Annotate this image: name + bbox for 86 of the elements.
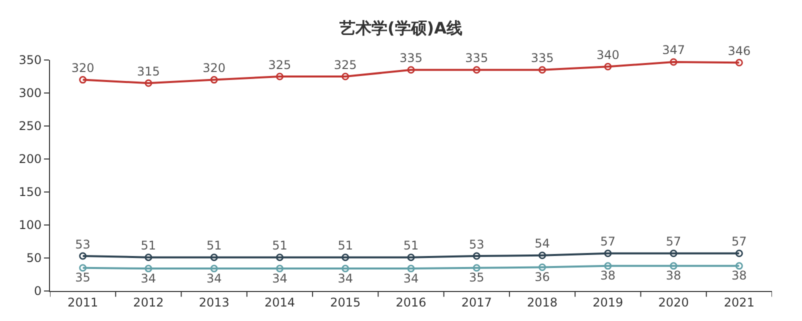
- data-label: 51: [338, 238, 353, 253]
- y-tick-label: 150: [18, 185, 42, 200]
- data-label: 57: [600, 234, 616, 249]
- y-tick-label: 100: [18, 218, 42, 232]
- point: [210, 76, 218, 84]
- data-label: 320: [71, 61, 94, 76]
- point: [342, 72, 350, 80]
- point: [342, 264, 350, 272]
- data-label: 57: [666, 234, 682, 249]
- data-label: 325: [334, 58, 357, 72]
- x-tick-label: 2019: [592, 295, 624, 310]
- x-tick-label: 2011: [68, 295, 98, 310]
- y-tick-label: 250: [18, 119, 42, 134]
- y-tick-label: 50: [26, 251, 42, 266]
- point: [670, 262, 678, 270]
- point: [79, 264, 87, 272]
- point: [276, 72, 284, 80]
- data-label: 35: [469, 270, 484, 285]
- data-label: 51: [272, 238, 288, 253]
- data-label: 340: [596, 48, 620, 62]
- point: [79, 252, 87, 260]
- y-tick-label: 200: [18, 152, 42, 166]
- point: [210, 254, 218, 262]
- data-label: 315: [136, 64, 160, 78]
- data-label: 34: [338, 271, 353, 286]
- data-label: 347: [662, 43, 686, 58]
- point: [210, 264, 218, 272]
- data-label: 34: [140, 271, 156, 286]
- x-tick-label: 2016: [396, 295, 426, 310]
- data-label: 54: [534, 236, 550, 251]
- y-tick-label: 0: [34, 284, 42, 298]
- point: [407, 254, 415, 262]
- point: [144, 79, 152, 87]
- data-label: 346: [728, 44, 751, 58]
- point: [407, 264, 415, 272]
- chart-title: 艺术学(学硕)A线: [338, 18, 463, 38]
- point: [604, 262, 612, 270]
- point: [472, 66, 480, 74]
- point: [604, 62, 612, 70]
- data-label: 38: [666, 268, 682, 283]
- point: [670, 250, 678, 258]
- data-label: 38: [600, 268, 616, 283]
- x-tick-label: 2017: [461, 295, 492, 310]
- x-tick-label: 2014: [264, 295, 296, 310]
- data-label: 36: [534, 270, 550, 284]
- point: [604, 250, 612, 258]
- x-tick-label: 2015: [330, 295, 361, 310]
- point: [472, 264, 480, 272]
- data-label: 51: [403, 238, 419, 253]
- y-tick-label: 300: [18, 86, 42, 100]
- point: [144, 254, 152, 262]
- x-tick-label: 2021: [724, 295, 754, 310]
- x-tick-label: 2012: [133, 295, 164, 310]
- data-label: 34: [403, 271, 419, 286]
- data-label: 34: [272, 271, 288, 286]
- x-tick-label: 2018: [526, 295, 558, 310]
- point: [79, 76, 87, 84]
- point: [276, 254, 284, 262]
- point: [276, 264, 284, 272]
- point: [735, 58, 743, 66]
- x-tick-label: 2020: [658, 295, 689, 310]
- data-label: 335: [465, 51, 488, 66]
- point: [538, 66, 546, 74]
- point: [735, 262, 743, 270]
- point: [538, 263, 546, 271]
- point: [144, 264, 152, 272]
- data-label: 51: [206, 238, 222, 253]
- y-tick-label: 350: [18, 53, 42, 68]
- data-label: 51: [140, 238, 156, 253]
- data-label: 53: [75, 237, 90, 252]
- data-label: 320: [202, 61, 226, 76]
- point: [538, 252, 546, 260]
- point: [407, 66, 415, 74]
- data-label: 57: [732, 234, 747, 249]
- data-label: 335: [530, 51, 554, 66]
- x-tick-label: 2013: [198, 295, 230, 310]
- data-label: 38: [732, 268, 747, 283]
- data-label: 335: [400, 51, 422, 66]
- data-label: 34: [206, 271, 222, 286]
- point: [472, 252, 480, 260]
- point: [342, 254, 350, 262]
- data-label: 53: [469, 237, 484, 252]
- point: [735, 250, 743, 258]
- point: [670, 58, 678, 66]
- data-label: 35: [75, 270, 90, 285]
- data-label: 325: [268, 58, 292, 72]
